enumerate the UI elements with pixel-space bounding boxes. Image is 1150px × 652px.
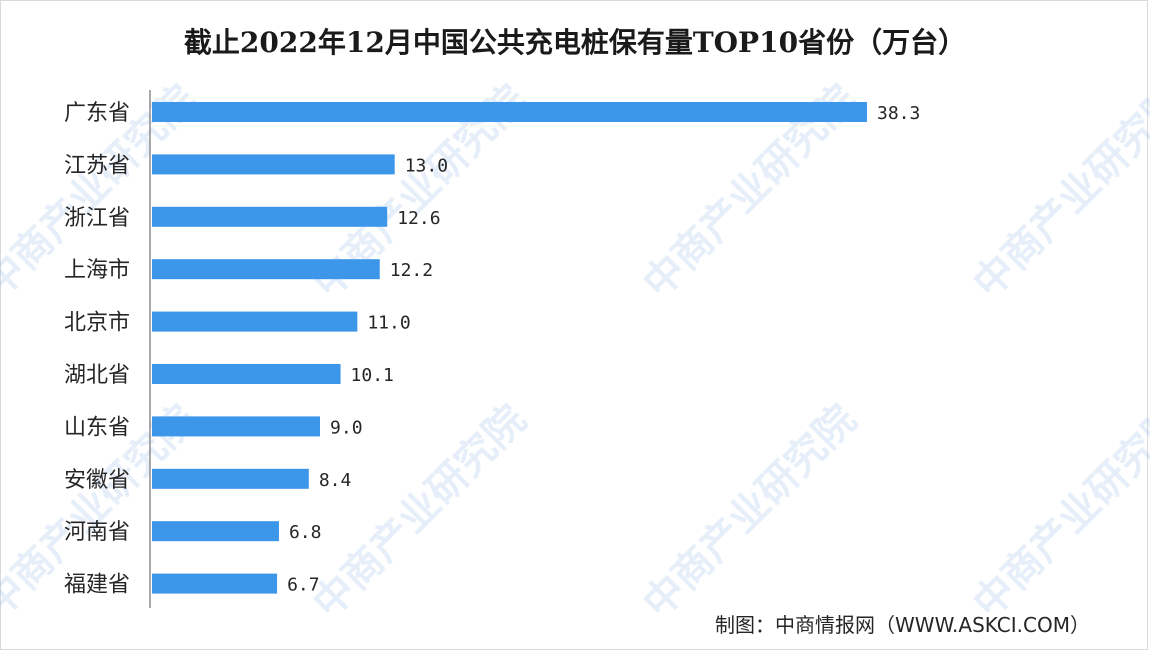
bars-group: 广东省 38.3 江苏省 13.0 浙江省 12.6 上海市 12.2 北京市 11.0 湖北省 10… bbox=[64, 101, 920, 598]
watermark-text: 中商产业研究院 bbox=[965, 77, 1150, 308]
bar bbox=[152, 364, 341, 384]
bar bbox=[152, 468, 309, 489]
chart-title: 截止2022年12月中国公共充电桩保有量TOP10省份（万台） bbox=[184, 26, 966, 59]
bar bbox=[152, 521, 279, 542]
bar bbox=[152, 154, 395, 175]
bar bbox=[152, 416, 321, 437]
category-label: 安徽省 bbox=[64, 468, 130, 493]
value-label: 6.8 bbox=[289, 522, 322, 543]
bar bbox=[152, 102, 867, 122]
category-label: 河南省 bbox=[64, 520, 130, 545]
value-label: 38.3 bbox=[877, 103, 920, 124]
value-label: 11.0 bbox=[367, 313, 410, 334]
category-label: 福建省 bbox=[64, 573, 130, 598]
value-label: 6.7 bbox=[287, 575, 320, 596]
value-label: 8.4 bbox=[319, 470, 352, 491]
bar bbox=[152, 573, 278, 594]
category-label: 湖北省 bbox=[64, 363, 130, 388]
category-label: 江苏省 bbox=[64, 153, 130, 178]
value-label: 13.0 bbox=[405, 155, 448, 176]
value-label: 9.0 bbox=[330, 417, 363, 438]
category-label: 广东省 bbox=[64, 101, 130, 126]
category-label: 上海市 bbox=[64, 258, 130, 283]
bar bbox=[152, 259, 380, 280]
category-label: 北京市 bbox=[64, 311, 130, 336]
source-label: 制图：中商情报网（WWW.ASKCI.COM） bbox=[715, 613, 1090, 637]
watermark-text: 中商产业研究院 bbox=[965, 397, 1150, 628]
category-label: 浙江省 bbox=[64, 206, 130, 231]
value-label: 10.1 bbox=[351, 365, 394, 386]
category-label: 山东省 bbox=[64, 415, 130, 440]
value-label: 12.2 bbox=[390, 260, 433, 281]
bar bbox=[152, 311, 358, 332]
value-label: 12.6 bbox=[397, 208, 440, 229]
watermark-text: 中商产业研究院 bbox=[635, 397, 866, 628]
bar bbox=[152, 206, 388, 227]
